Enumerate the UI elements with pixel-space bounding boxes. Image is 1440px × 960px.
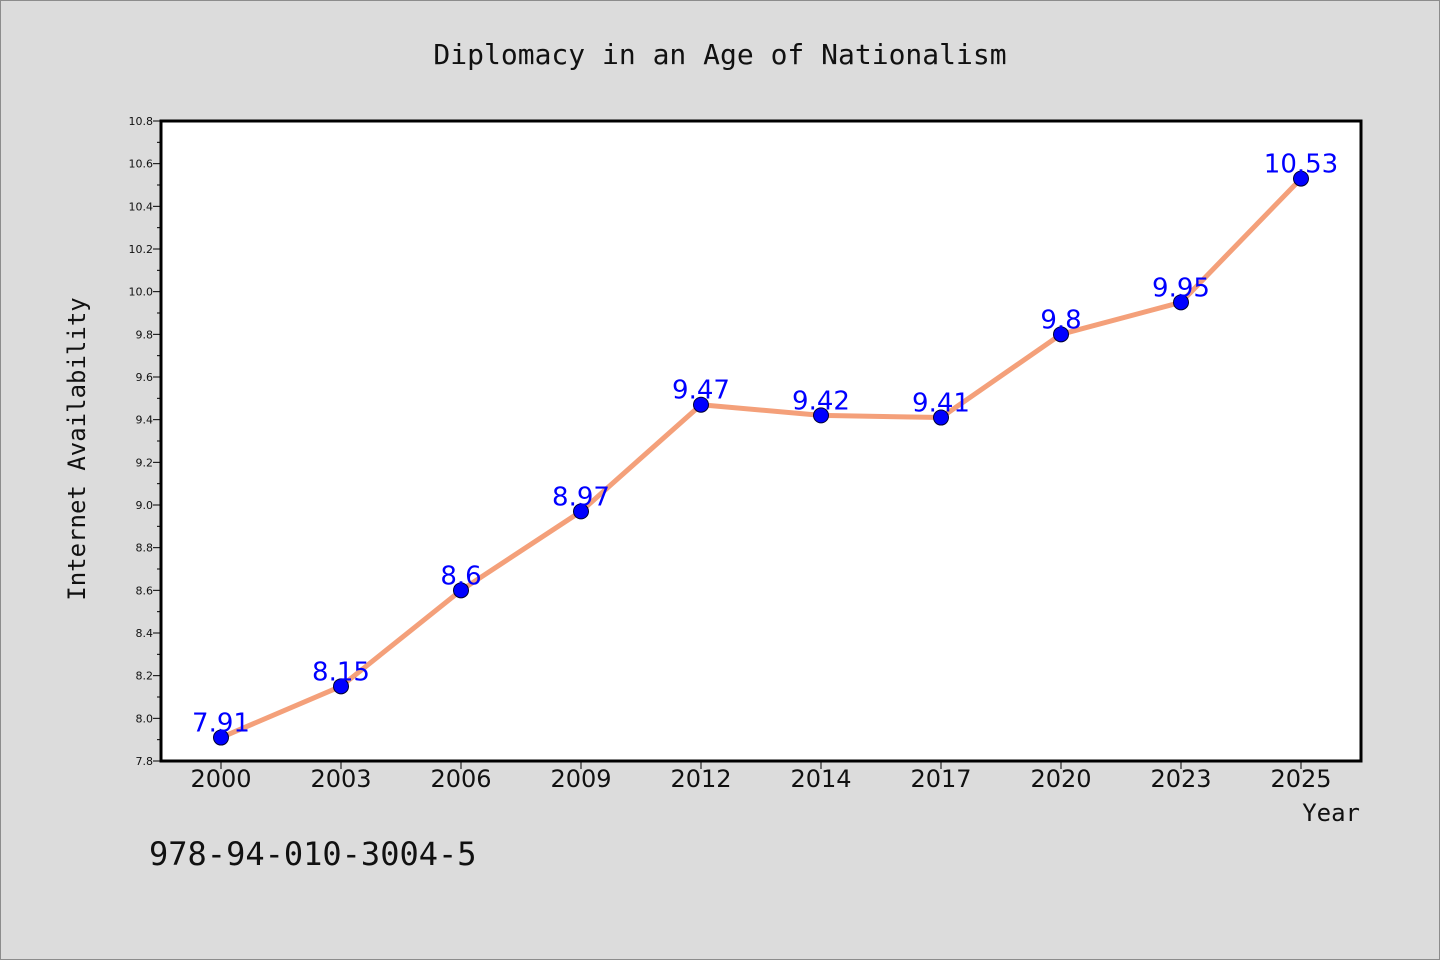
- data-point: [1173, 294, 1189, 311]
- data-label: 9.47: [672, 376, 730, 406]
- y-tick-label: 10.4: [129, 200, 154, 213]
- y-tick-label: 10.2: [129, 243, 154, 256]
- y-tick-label: 9.4: [136, 414, 154, 427]
- x-tick-label: 2017: [910, 765, 971, 793]
- x-axis-label: Year: [1302, 799, 1360, 827]
- data-label: 8.15: [312, 657, 370, 687]
- isbn-text: 978-94-010-3004-5: [149, 835, 477, 873]
- data-label: 10.53: [1264, 150, 1338, 180]
- data-point: [1293, 170, 1309, 187]
- x-tick-label: 2012: [670, 765, 731, 793]
- y-tick-label: 8.0: [136, 712, 154, 725]
- y-tick-label: 9.2: [136, 456, 154, 469]
- y-tick-label: 8.2: [136, 670, 154, 683]
- y-tick-label: 8.8: [136, 542, 154, 555]
- plot-frame: [159, 119, 1363, 763]
- y-axis: 7.8 8.0 8.2 8.4 8.6 8.8 9.0 9.2 9.4 9.6 9.8 10.0 10.…: [129, 115, 161, 768]
- chart-title: Diplomacy in an Age of Nationalism: [433, 38, 1006, 71]
- x-tick-label: 2009: [550, 765, 611, 793]
- y-tick-label: 10.0: [129, 286, 154, 299]
- data-point: [813, 407, 829, 424]
- x-axis: 2000 2003 2006 2009 2012 2014 2017 2020 2023 2025: [190, 761, 1332, 793]
- y-tick-label: 10.8: [129, 115, 154, 128]
- plot-area: [161, 121, 1361, 761]
- data-label: 9.42: [792, 386, 850, 416]
- y-tick-label: 10.6: [129, 158, 154, 171]
- data-point: [453, 582, 469, 599]
- series-group: 7.91 8.15 8.6 8.97 9.47 9.42 9.41 9.8 9.95 10.53: [192, 150, 1338, 746]
- data-label: 9.41: [912, 389, 970, 419]
- y-axis-label: Internet Availability: [63, 297, 91, 600]
- y-tick-label: 8.4: [136, 627, 154, 640]
- data-point: [213, 729, 229, 746]
- x-tick-label: 2020: [1030, 765, 1091, 793]
- x-tick-label: 2003: [310, 765, 371, 793]
- y-tick-label: 9.6: [136, 371, 154, 384]
- data-label: 8.6: [440, 561, 481, 591]
- y-tick-label: 9.0: [136, 499, 154, 512]
- data-point: [573, 503, 589, 520]
- data-point: [1053, 326, 1069, 343]
- x-tick-label: 2014: [790, 765, 851, 793]
- y-tick-label: 7.8: [136, 755, 154, 768]
- series-line: [218, 176, 1304, 741]
- y-tick-label: 8.6: [136, 584, 154, 597]
- data-point: [693, 396, 709, 413]
- data-label: 7.91: [192, 709, 250, 739]
- y-tick-label: 9.8: [136, 328, 154, 341]
- data-point: [933, 409, 949, 426]
- data-point: [333, 678, 349, 695]
- data-label: 8.97: [552, 482, 610, 512]
- data-label: 9.8: [1040, 305, 1081, 335]
- x-tick-label: 2023: [1150, 765, 1211, 793]
- x-tick-label: 2006: [430, 765, 491, 793]
- data-label: 9.95: [1152, 273, 1210, 303]
- x-tick-label: 2025: [1270, 765, 1331, 793]
- x-tick-label: 2000: [190, 765, 251, 793]
